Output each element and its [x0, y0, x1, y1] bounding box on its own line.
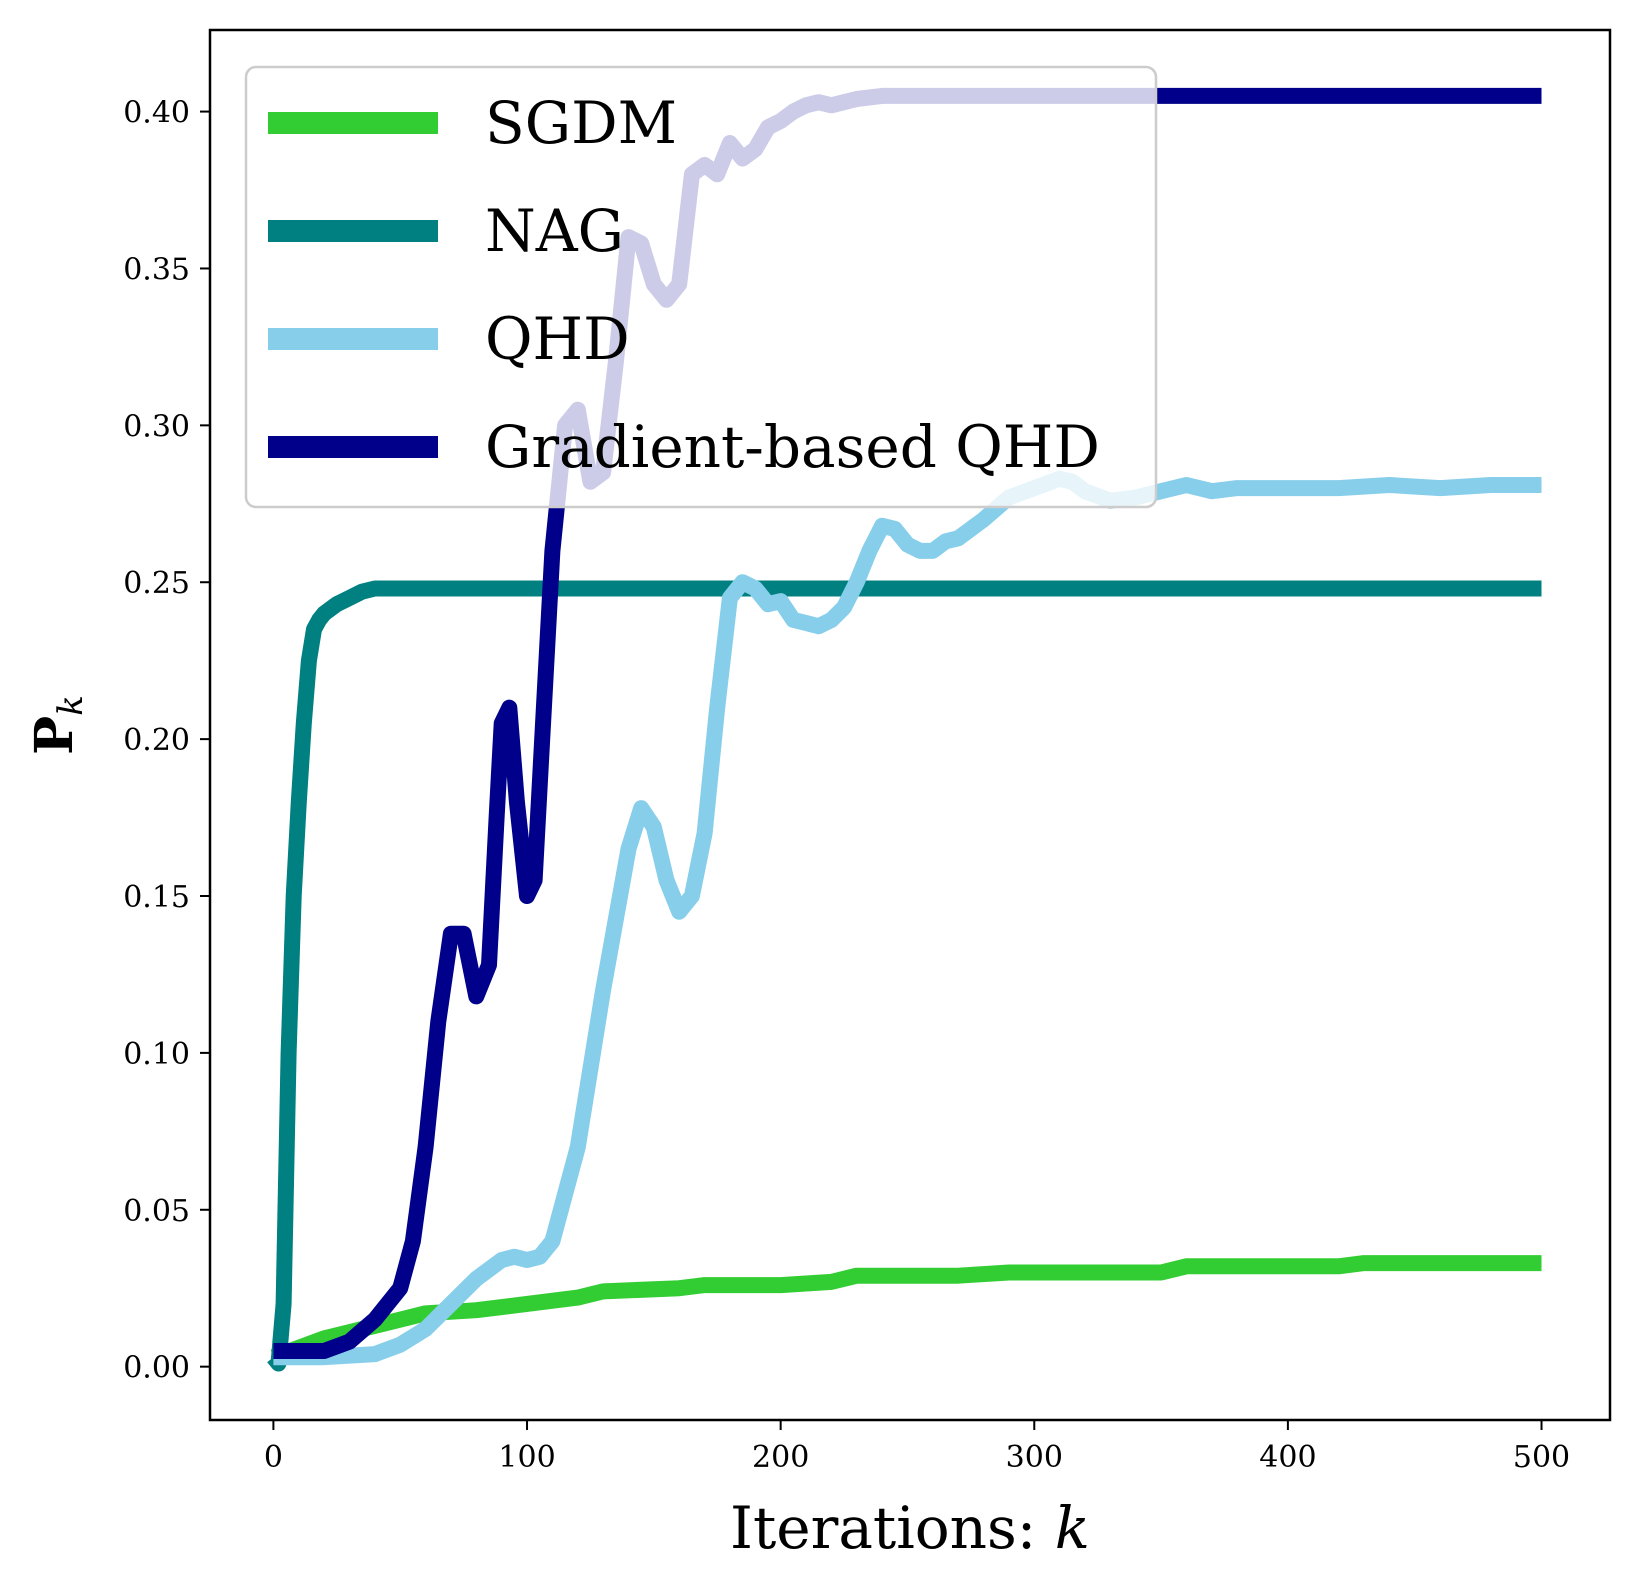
- legend-label: SGDM: [485, 89, 677, 157]
- y-tick-label: 0.25: [123, 566, 190, 601]
- y-axis-label-main: P: [24, 716, 85, 755]
- y-tick-label: 0.30: [123, 409, 190, 444]
- series-line-nag: [267, 580, 1542, 1372]
- legend-entries: SGDM NAG QHD Gradient-based QHD: [268, 89, 1100, 481]
- x-axis-label-var: k: [1055, 1494, 1090, 1562]
- legend-label: QHD: [485, 305, 630, 373]
- y-tick-label: 0.10: [123, 1037, 190, 1072]
- legend-label: NAG: [485, 197, 624, 265]
- x-tick-label: 200: [752, 1440, 809, 1475]
- ticks-layer: 0 100 200 300 400 500 0.00 0.05 0.10 0.15 0.20 0.25…: [123, 96, 1570, 1475]
- legend-label: Gradient-based QHD: [485, 413, 1100, 481]
- x-tick-label: 300: [1006, 1440, 1063, 1475]
- legend: SGDM NAG QHD Gradient-based QHD: [244, 65, 1158, 509]
- y-tick-label: 0.05: [123, 1194, 190, 1229]
- y-tick-label: 0.20: [123, 723, 190, 758]
- x-axis-label-text: Iterations:: [730, 1494, 1055, 1562]
- plot-frame: [208, 28, 1612, 1422]
- legend-item-nag: NAG: [268, 197, 624, 265]
- legend-frame: [244, 65, 1158, 509]
- y-tick-label: 0.15: [123, 880, 190, 915]
- x-tick-label: 100: [498, 1440, 555, 1475]
- y-tick-label: 0.35: [123, 252, 190, 287]
- y-tick-label: 0.00: [123, 1351, 190, 1386]
- legend-item-qhd: QHD: [268, 305, 630, 373]
- y-axis-label-sub: k: [51, 695, 91, 716]
- legend-item-gradient-based-qhd: Gradient-based QHD: [268, 413, 1100, 481]
- x-axis-label: Iterations: k: [730, 1494, 1090, 1562]
- y-axis-label: Pk: [24, 695, 91, 755]
- x-tick-label: 500: [1513, 1440, 1570, 1475]
- x-tick-label: 0: [264, 1440, 283, 1475]
- x-tick-label: 400: [1259, 1440, 1316, 1475]
- y-tick-label: 0.40: [123, 96, 190, 131]
- svg-text:Pk: Pk: [24, 695, 91, 755]
- legend-item-sgdm: SGDM: [268, 89, 677, 157]
